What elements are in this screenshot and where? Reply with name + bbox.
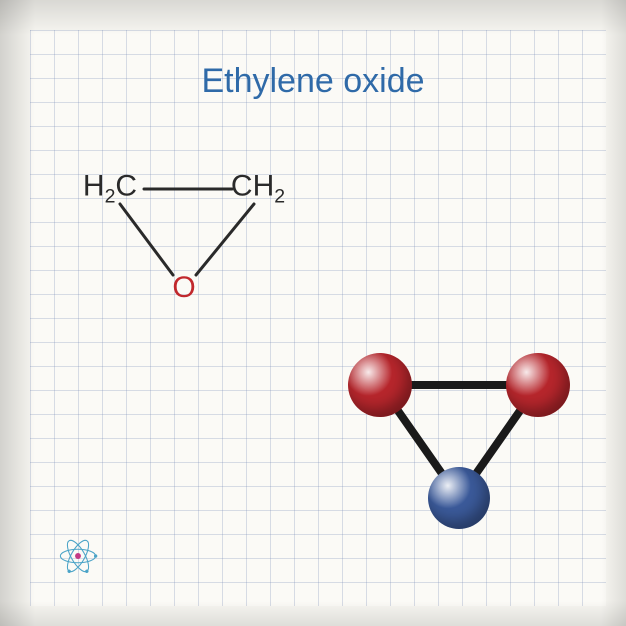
atom-ball-carbon-2 <box>506 353 570 417</box>
atom-watermark-icon <box>57 535 99 577</box>
atom-ball-carbon-1 <box>348 353 412 417</box>
ballstick-bonds <box>0 0 626 626</box>
atom-ball-oxygen <box>428 467 490 529</box>
